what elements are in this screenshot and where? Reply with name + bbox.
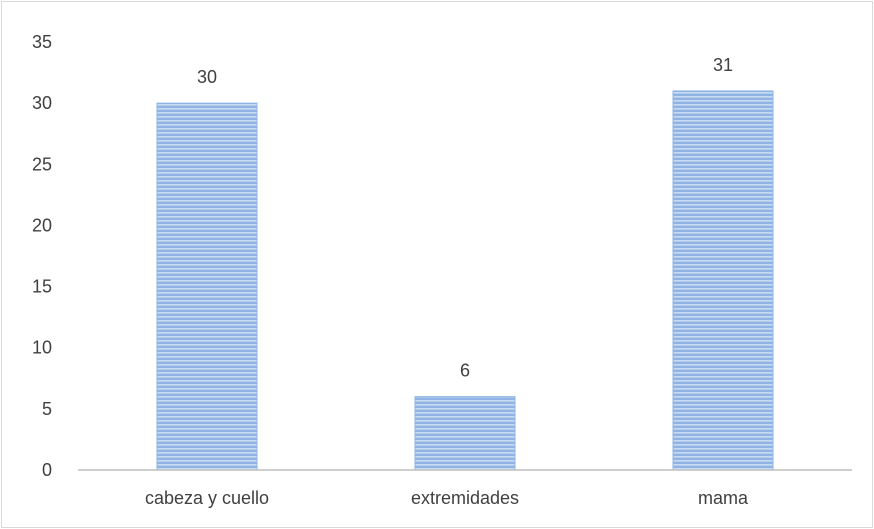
y-tick-label: 25 xyxy=(32,154,52,174)
y-tick-label: 35 xyxy=(32,32,52,52)
category-label: cabeza y cuello xyxy=(145,488,269,508)
bar-cabeza-y-cuello xyxy=(156,102,258,471)
bar-mama xyxy=(672,90,774,471)
data-labels: 30 6 31 xyxy=(197,55,733,381)
y-tick-label: 15 xyxy=(32,277,52,297)
x-axis-category-labels: cabeza y cuello extremidades mama xyxy=(145,488,749,508)
y-tick-label: 20 xyxy=(32,215,52,235)
category-label: mama xyxy=(698,488,749,508)
y-tick-label: 30 xyxy=(32,93,52,113)
y-tick-label: 5 xyxy=(42,399,52,419)
bars xyxy=(156,90,774,471)
data-label: 6 xyxy=(460,361,470,381)
bar-extremidades xyxy=(414,396,516,471)
y-tick-label: 0 xyxy=(42,460,52,480)
data-label: 30 xyxy=(197,67,217,87)
y-tick-label: 10 xyxy=(32,338,52,358)
y-axis-tick-labels: 0 5 10 15 20 25 30 35 xyxy=(32,32,52,480)
data-label: 31 xyxy=(713,55,733,75)
category-label: extremidades xyxy=(411,488,519,508)
